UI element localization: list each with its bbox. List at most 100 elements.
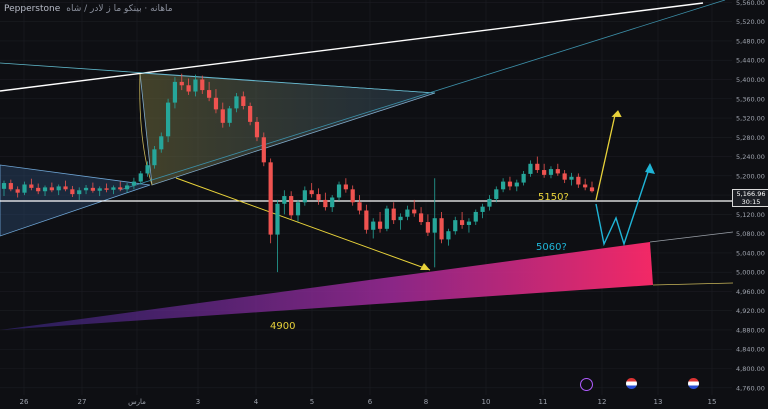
y-tick-label: 5,520.00: [736, 18, 765, 26]
economic-event-icon[interactable]: [580, 378, 593, 391]
y-tick-label: 5,200.00: [736, 172, 765, 180]
candle-body: [227, 108, 232, 123]
candle-body: [295, 202, 301, 216]
candle-countdown: 30:15: [741, 198, 761, 206]
candle-body: [248, 105, 253, 122]
candle-body: [111, 187, 116, 190]
candle-body: [42, 187, 48, 192]
candle-body: [343, 184, 348, 190]
candle-body: [316, 194, 321, 200]
candle: [316, 188, 321, 205]
flag-event-icon-2[interactable]: [688, 378, 699, 389]
candle-body: [336, 184, 342, 198]
x-tick-label: 26: [20, 398, 29, 406]
candle-body: [275, 203, 280, 235]
candle: [418, 207, 424, 225]
broker-name: Pepperstone: [4, 4, 61, 14]
candle-body: [555, 169, 560, 174]
candle: [425, 214, 431, 237]
candle-body: [200, 79, 205, 91]
candle: [357, 195, 362, 215]
candle: [535, 156, 540, 173]
candle: [261, 132, 266, 167]
candle-body: [528, 163, 533, 174]
candle-body: [179, 81, 184, 86]
candle: [165, 98, 171, 143]
candle-body: [90, 187, 95, 191]
candle-body: [8, 183, 13, 190]
candle: [63, 180, 68, 192]
candle-body: [1, 183, 7, 189]
support-zone-lower-line: [652, 282, 734, 286]
candle: [289, 191, 294, 220]
candle-body: [494, 189, 499, 199]
candle-body: [507, 181, 513, 187]
y-tick-label: 4,800.00: [736, 365, 765, 373]
candle-body: [234, 96, 239, 109]
candle-body: [501, 181, 506, 190]
falling-arrow-line: [175, 177, 431, 271]
candle-body: [22, 184, 27, 193]
candle-body: [371, 221, 376, 230]
y-axis[interactable]: 5,560.00 5,520.00 5,480.00 5,440.00 5,400.00…: [736, 0, 765, 392]
blue-projection-path: [595, 165, 651, 247]
candle: [227, 105, 232, 127]
candle: [124, 183, 130, 193]
candle-body: [49, 187, 54, 191]
upper-channel-line: [0, 62, 436, 94]
candle: [302, 186, 307, 206]
y-tick-label: 5,240.00: [736, 153, 765, 161]
candle-body: [261, 137, 266, 163]
candle: [562, 170, 567, 184]
header-subtitle: ماهانه · بینکو ما ز لادر / شاه: [66, 4, 173, 14]
drawings: [0, 0, 734, 330]
x-tick-label: 8: [424, 398, 428, 406]
candle: [487, 195, 492, 211]
flag-event-icon[interactable]: [626, 378, 637, 389]
candle: [152, 145, 157, 169]
x-axis[interactable]: 26 27 مارس 3 4 5 6 8 10 11 12 13 15: [20, 398, 717, 406]
candle-body: [562, 173, 567, 180]
y-tick-label: 4,840.00: [736, 346, 765, 354]
candle: [466, 218, 472, 233]
y-tick-label: 4,920.00: [736, 307, 765, 315]
candle: [343, 178, 348, 193]
candle: [234, 92, 239, 113]
candle-body: [83, 187, 89, 191]
x-tick-label: 12: [598, 398, 607, 406]
candle: [254, 117, 260, 142]
candle-body: [282, 196, 287, 204]
candle-body: [207, 90, 212, 98]
candle-body: [159, 136, 164, 150]
candle: [473, 209, 478, 225]
candle: [371, 218, 376, 239]
candle-body: [36, 187, 41, 192]
yellow-projection-arrow: [611, 110, 622, 118]
annotation-labels: 5150? 5060? 4900: [270, 192, 569, 332]
y-tick-label: 5,280.00: [736, 134, 765, 142]
candle-body: [63, 186, 68, 190]
candle: [97, 186, 102, 197]
candle-body: [473, 211, 478, 222]
candle: [268, 158, 273, 244]
candle: [494, 186, 499, 203]
falling-arrow-head: [420, 263, 430, 270]
y-tick-label: 5,120.00: [736, 211, 765, 219]
candle-body: [70, 189, 75, 195]
candle: [200, 75, 205, 94]
support-zone-upper-line: [649, 231, 734, 243]
candle-body: [138, 173, 143, 182]
candle: [220, 102, 225, 128]
target-5150-label: 5150?: [538, 192, 569, 203]
x-tick-label: 4: [254, 398, 259, 406]
candle: [507, 176, 513, 191]
candle-body: [172, 81, 178, 103]
candle-body: [439, 218, 444, 240]
x-tick-label: 6: [368, 398, 373, 406]
x-tick-label: 15: [708, 398, 717, 406]
candle-body: [357, 202, 362, 211]
candle: [323, 192, 328, 211]
candle: [213, 89, 219, 114]
candle: [207, 81, 212, 102]
